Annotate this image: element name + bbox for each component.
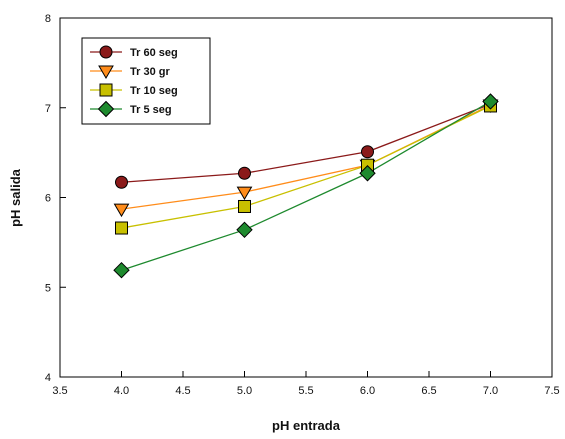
series-layer (113, 93, 499, 279)
data-point (113, 203, 130, 218)
data-point (238, 166, 251, 180)
x-tick-label: 4.5 (175, 385, 190, 397)
y-tick-label: 6 (45, 193, 51, 205)
data-point (113, 261, 130, 279)
data-point (236, 186, 253, 201)
y-tick-label: 5 (45, 282, 51, 294)
x-tick-label: 4.0 (114, 385, 129, 397)
series-3 (121, 100, 491, 271)
data-point (482, 93, 499, 110)
legend: Tr 60 seg Tr 30 gr Tr 10 seg Tr 5 seg (81, 37, 211, 125)
legend-marker (99, 45, 113, 59)
legend-label: Tr 10 seg (130, 85, 178, 97)
series-line (121, 103, 491, 183)
x-tick-label: 7.5 (544, 385, 559, 397)
legend-marker (98, 65, 114, 79)
series-line (121, 100, 491, 271)
legend-marker (99, 83, 113, 97)
series-2 (121, 105, 491, 229)
x-axis-title: pH entrada (272, 418, 341, 433)
y-tick-label: 4 (45, 372, 51, 384)
x-tick-label: 7.0 (483, 385, 498, 397)
series-line (121, 105, 491, 229)
x-axis: 3.5 4.0 4.5 5.0 5.5 6.0 6.5 7.0 7.5 (52, 371, 560, 397)
x-tick-label: 5.0 (237, 385, 252, 397)
y-tick-label: 7 (45, 103, 51, 115)
x-tick-label: 5.5 (298, 385, 313, 397)
legend-label: Tr 30 gr (130, 66, 170, 78)
data-point (115, 221, 128, 235)
legend-marker (97, 100, 115, 118)
x-tick-label: 3.5 (52, 385, 67, 397)
y-tick-label: 8 (45, 13, 51, 25)
data-point (361, 145, 374, 159)
y-axis-title: pH salida (8, 168, 23, 227)
series-0 (121, 103, 491, 183)
x-tick-label: 6.0 (360, 385, 375, 397)
data-point (115, 175, 128, 189)
y-axis: 4 5 6 7 8 (45, 13, 66, 384)
data-point (238, 199, 251, 213)
series-markers-3 (113, 93, 499, 279)
data-point (359, 165, 376, 182)
legend-label: Tr 5 seg (130, 104, 172, 116)
legend-label: Tr 60 seg (130, 47, 178, 59)
x-tick-label: 6.5 (421, 385, 436, 397)
data-point (236, 221, 253, 239)
